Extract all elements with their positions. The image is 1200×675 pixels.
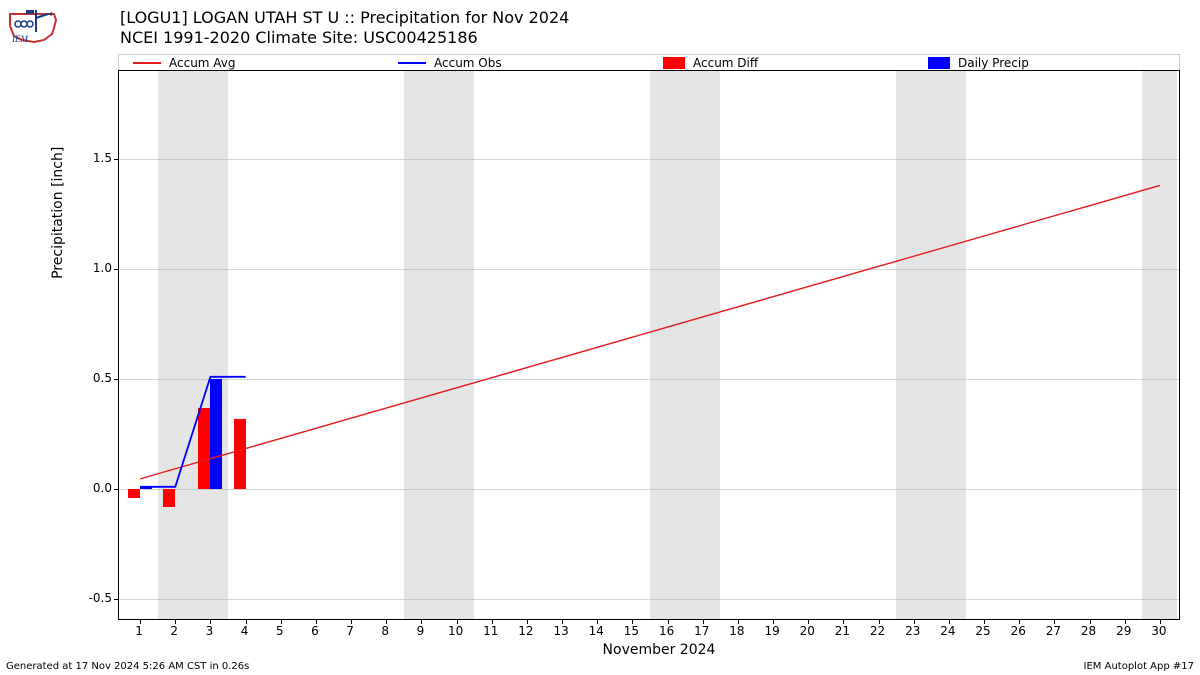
xtick-label: 11 [483, 624, 498, 638]
legend-entry-accum-avg: Accum Avg [119, 56, 384, 70]
legend-swatch [663, 57, 685, 69]
legend-swatch [133, 62, 161, 64]
xtick-label: 17 [694, 624, 709, 638]
ytick-label: 1.5 [62, 151, 112, 165]
xtick-label: 14 [589, 624, 604, 638]
xtick-label: 9 [417, 624, 425, 638]
x-axis-label: November 2024 [0, 642, 1200, 658]
legend-label: Accum Diff [693, 56, 758, 70]
xtick-label: 29 [1116, 624, 1131, 638]
xtick-label: 24 [940, 624, 955, 638]
legend-label: Accum Avg [169, 56, 236, 70]
xtick-label: 7 [346, 624, 354, 638]
y-axis-label: Precipitation [inch] [50, 147, 66, 279]
xtick-label: 1 [135, 624, 143, 638]
title-line-2: NCEI 1991-2020 Climate Site: USC00425186 [120, 28, 569, 48]
xtick-label: 28 [1081, 624, 1096, 638]
iem-logo: IEM [4, 4, 62, 46]
xtick-label: 15 [624, 624, 639, 638]
xtick-label: 20 [800, 624, 815, 638]
xtick-label: 23 [905, 624, 920, 638]
legend-entry-accum-diff: Accum Diff [649, 56, 914, 70]
xtick-label: 26 [1011, 624, 1026, 638]
xtick-label: 30 [1151, 624, 1166, 638]
xtick-label: 27 [1046, 624, 1061, 638]
legend-entry-daily-precip: Daily Precip [914, 56, 1179, 70]
ytick-label: 0.5 [62, 371, 112, 385]
legend-entry-accum-obs: Accum Obs [384, 56, 649, 70]
xtick-label: 10 [448, 624, 463, 638]
x-axis-label-text: November 2024 [603, 642, 716, 658]
xtick-label: 19 [764, 624, 779, 638]
xtick-label: 5 [276, 624, 284, 638]
xtick-label: 16 [659, 624, 674, 638]
footer-generated: Generated at 17 Nov 2024 5:26 AM CST in … [6, 661, 249, 672]
ytick-label: 0.0 [62, 481, 112, 495]
xtick-label: 3 [206, 624, 214, 638]
footer-app: IEM Autoplot App #17 [1084, 661, 1194, 672]
xtick-label: 22 [870, 624, 885, 638]
legend-swatch [928, 57, 950, 69]
xtick-label: 25 [975, 624, 990, 638]
xtick-label: 21 [835, 624, 850, 638]
legend-label: Accum Obs [434, 56, 502, 70]
xtick-label: 8 [381, 624, 389, 638]
title-line-1: [LOGU1] LOGAN UTAH ST U :: Precipitation… [120, 8, 569, 28]
xtick-label: 12 [518, 624, 533, 638]
xtick-label: 18 [729, 624, 744, 638]
ytick-label: 1.0 [62, 261, 112, 275]
legend-swatch [398, 62, 426, 64]
plot-area [118, 70, 1180, 620]
xtick-label: 6 [311, 624, 319, 638]
line-accum-obs [119, 71, 1181, 621]
legend-label: Daily Precip [958, 56, 1029, 70]
xtick-label: 4 [241, 624, 249, 638]
xtick-label: 2 [170, 624, 178, 638]
xtick-label: 13 [553, 624, 568, 638]
svg-text:IEM: IEM [11, 34, 28, 44]
chart-title: [LOGU1] LOGAN UTAH ST U :: Precipitation… [120, 8, 569, 48]
ytick-label: -0.5 [62, 591, 112, 605]
